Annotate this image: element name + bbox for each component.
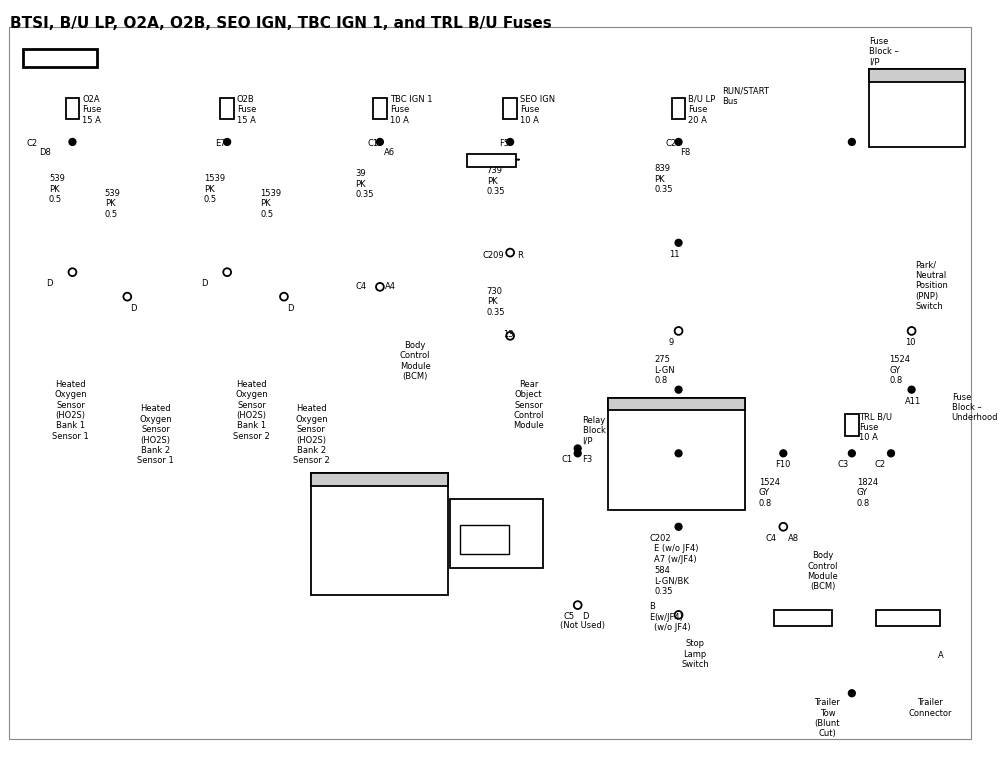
Text: 839
PK
0.35: 839 PK 0.35: [654, 164, 672, 195]
Text: 584
L-GN/BK
0.35: 584 L-GN/BK 0.35: [654, 478, 689, 508]
Text: D8: D8: [39, 148, 51, 157]
Text: C1: C1: [561, 455, 572, 464]
Circle shape: [849, 450, 856, 456]
Text: C8=6 BK: C8=6 BK: [315, 564, 350, 573]
Bar: [774, 541, 872, 610]
Text: C3=12 BN: C3=12 BN: [315, 510, 356, 519]
Text: C2=6 BK: C2=6 BK: [873, 93, 910, 102]
Bar: [23, 49, 97, 67]
Text: C7=6 BN: C7=6 BN: [315, 553, 351, 562]
Text: 539
PK
0.5: 539 PK 0.5: [49, 174, 65, 204]
Circle shape: [507, 139, 514, 145]
Text: C2: C2: [26, 139, 37, 148]
Text: Body
Control
Module
(BCM): Body Control Module (BCM): [807, 551, 838, 591]
Text: 10: 10: [905, 338, 915, 347]
Bar: [482, 370, 575, 444]
Circle shape: [675, 523, 682, 530]
Bar: [372, 331, 458, 404]
Bar: [678, 257, 912, 331]
Text: Trailer
Tow
(Blunt
Cut): Trailer Tow (Blunt Cut): [815, 698, 841, 738]
Text: 584
L-GN/BK
0.35: 584 L-GN/BK 0.35: [654, 566, 689, 596]
Text: 13: 13: [503, 330, 514, 339]
Text: CONN ID: CONN ID: [654, 401, 698, 410]
Text: D: D: [287, 304, 294, 313]
Text: C7=2 BK: C7=2 BK: [611, 478, 646, 487]
Text: 11: 11: [668, 250, 679, 259]
Bar: [23, 67, 866, 173]
Text: E: E: [649, 613, 654, 622]
Text: Relay
Block –
I/P: Relay Block – I/P: [582, 416, 612, 445]
Text: C4=6 CM: C4=6 CM: [315, 521, 352, 530]
Text: A4: A4: [385, 282, 396, 291]
Circle shape: [849, 690, 856, 696]
Text: C9=2 NA: C9=2 NA: [611, 500, 647, 509]
Text: Fuse
Block –
Underhood: Fuse Block – Underhood: [952, 393, 998, 422]
Circle shape: [675, 139, 682, 145]
Text: D3: D3: [682, 397, 694, 406]
Bar: [877, 610, 940, 625]
Text: 1539
PK
0.5: 1539 PK 0.5: [203, 174, 224, 204]
Text: O2A
Fuse
15 A: O2A Fuse 15 A: [82, 95, 101, 125]
Text: C2: C2: [665, 139, 677, 148]
Bar: [312, 473, 449, 595]
Text: B/U LP
Fuse
20 A: B/U LP Fuse 20 A: [688, 95, 715, 125]
Text: O2B
Fuse
15 A: O2B Fuse 15 A: [236, 95, 257, 125]
Text: 9: 9: [668, 338, 674, 347]
Circle shape: [69, 139, 76, 145]
Circle shape: [780, 450, 787, 456]
Text: C1=68 BK: C1=68 BK: [873, 86, 915, 94]
Text: 275
L-GN
0.8: 275 L-GN 0.8: [654, 355, 674, 385]
Text: CONN ID: CONN ID: [896, 73, 939, 82]
Text: RUN/START: RUN/START: [27, 55, 92, 64]
Text: C4: C4: [766, 534, 777, 543]
Text: (w/JF4)
(w/o JF4): (w/JF4) (w/o JF4): [654, 613, 690, 632]
Bar: [671, 414, 685, 436]
Text: F10: F10: [776, 460, 791, 469]
Text: C4: C4: [356, 282, 367, 291]
Bar: [304, 466, 587, 613]
Bar: [373, 98, 387, 120]
Circle shape: [675, 450, 682, 456]
Text: Park/
Neutral
Position
(PNP)
Switch: Park/ Neutral Position (PNP) Switch: [916, 260, 948, 311]
Text: Rear
Object
Sensor
Control
Module: Rear Object Sensor Control Module: [513, 380, 544, 431]
Text: C3: C3: [837, 460, 849, 469]
Text: B: B: [649, 602, 655, 611]
Circle shape: [574, 445, 581, 452]
Text: C8=NOT USED: C8=NOT USED: [611, 488, 670, 497]
Text: C202: C202: [649, 534, 670, 543]
Text: C2: C2: [661, 397, 672, 406]
Bar: [870, 69, 966, 83]
Bar: [65, 98, 79, 120]
Bar: [503, 98, 517, 120]
Text: C1: C1: [367, 139, 379, 148]
Bar: [774, 610, 833, 625]
Bar: [845, 414, 859, 436]
Text: C4=32 L-GN: C4=32 L-GN: [611, 445, 660, 454]
Text: A8: A8: [683, 460, 694, 469]
Text: SEO IGN
Fuse
10 A: SEO IGN Fuse 10 A: [520, 95, 555, 125]
Bar: [115, 394, 195, 478]
Bar: [220, 98, 234, 120]
Text: w/VD1: w/VD1: [789, 615, 818, 625]
Circle shape: [377, 139, 384, 145]
Text: C10=12 NA: C10=12 NA: [315, 585, 361, 594]
Text: R: R: [517, 251, 523, 260]
Text: C1: C1: [661, 460, 672, 469]
Text: F8: F8: [680, 148, 690, 157]
Circle shape: [908, 386, 915, 393]
Text: F3: F3: [582, 455, 593, 464]
Text: E7: E7: [215, 139, 226, 148]
Text: C5=2 GY: C5=2 GY: [611, 456, 646, 466]
Text: C3=32 RD: C3=32 RD: [611, 435, 652, 444]
Text: C3=12 BK: C3=12 BK: [873, 101, 915, 110]
Text: w/o VD1: w/o VD1: [889, 615, 927, 625]
Circle shape: [675, 386, 682, 393]
Text: A: A: [938, 651, 944, 660]
Text: (Not Used): (Not Used): [560, 621, 605, 630]
Text: 1824
GY
0.8: 1824 GY 0.8: [857, 478, 878, 508]
Text: 739
PK
0.35: 739 PK 0.35: [487, 167, 505, 196]
Circle shape: [849, 139, 856, 145]
Text: D: D: [46, 279, 52, 288]
Text: BTSI, B/U LP, O2A, O2B, SEO IGN, TBC IGN 1, and TRL B/U Fuses: BTSI, B/U LP, O2A, O2B, SEO IGN, TBC IGN…: [10, 16, 551, 30]
Text: F5: F5: [499, 139, 509, 148]
